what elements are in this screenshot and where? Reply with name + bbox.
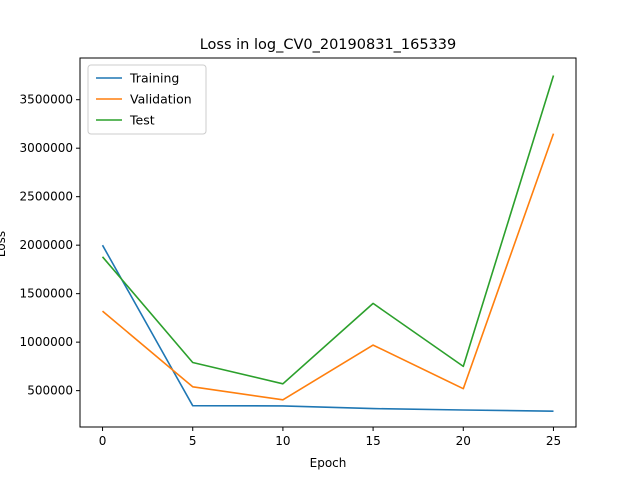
- x-tick-label: 5: [189, 434, 197, 448]
- y-tick-label: 500000: [27, 384, 73, 398]
- x-axis-title: Epoch: [310, 456, 347, 470]
- y-axis-title: Loss: [0, 231, 8, 257]
- series-line-test: [101, 75, 555, 385]
- x-tick-label: 0: [99, 434, 107, 448]
- series-lines: [101, 75, 555, 412]
- x-tick-label: 10: [275, 434, 290, 448]
- y-tick-label: 2000000: [20, 238, 73, 252]
- y-tick-label: 3500000: [20, 93, 73, 107]
- chart-title: Loss in log_CV0_20190831_165339: [200, 37, 457, 53]
- series-line-training: [101, 244, 554, 412]
- x-axis: 0 5 10 15 20 25: [99, 427, 561, 448]
- x-tick-label: 25: [546, 434, 561, 448]
- y-tick-label: 1500000: [20, 287, 73, 301]
- y-tick-label: 2500000: [20, 190, 73, 204]
- legend-label: Test: [129, 113, 155, 128]
- legend: Training Validation Test: [87, 64, 207, 135]
- x-tick-label: 20: [456, 434, 471, 448]
- y-tick-label: 3000000: [20, 141, 73, 155]
- legend-label: Validation: [130, 92, 192, 107]
- series-line-validation: [101, 133, 555, 401]
- y-axis: 500000 1000000 1500000 2000000 2500000 300000…: [20, 93, 80, 398]
- x-tick-label: 15: [365, 434, 380, 448]
- legend-box: [87, 64, 207, 135]
- y-tick-label: 1000000: [20, 335, 73, 349]
- legend-label: Training: [129, 71, 179, 86]
